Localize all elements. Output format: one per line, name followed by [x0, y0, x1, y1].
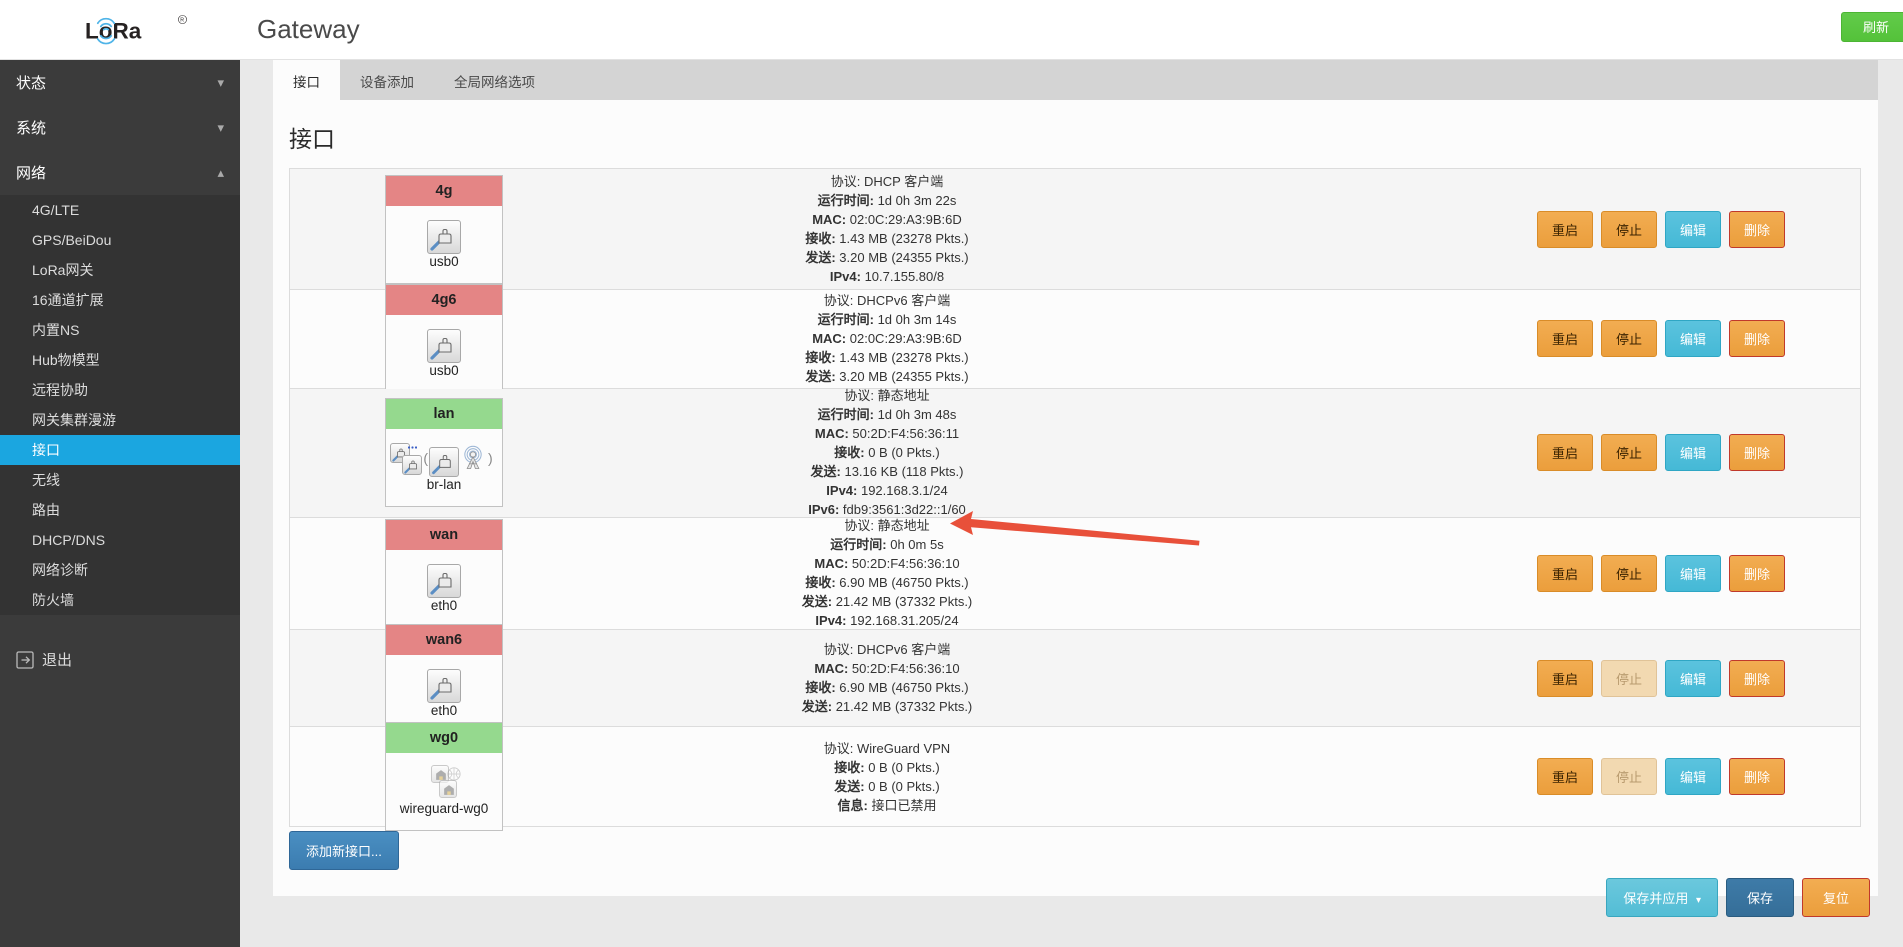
svg-text:R: R [180, 18, 184, 24]
